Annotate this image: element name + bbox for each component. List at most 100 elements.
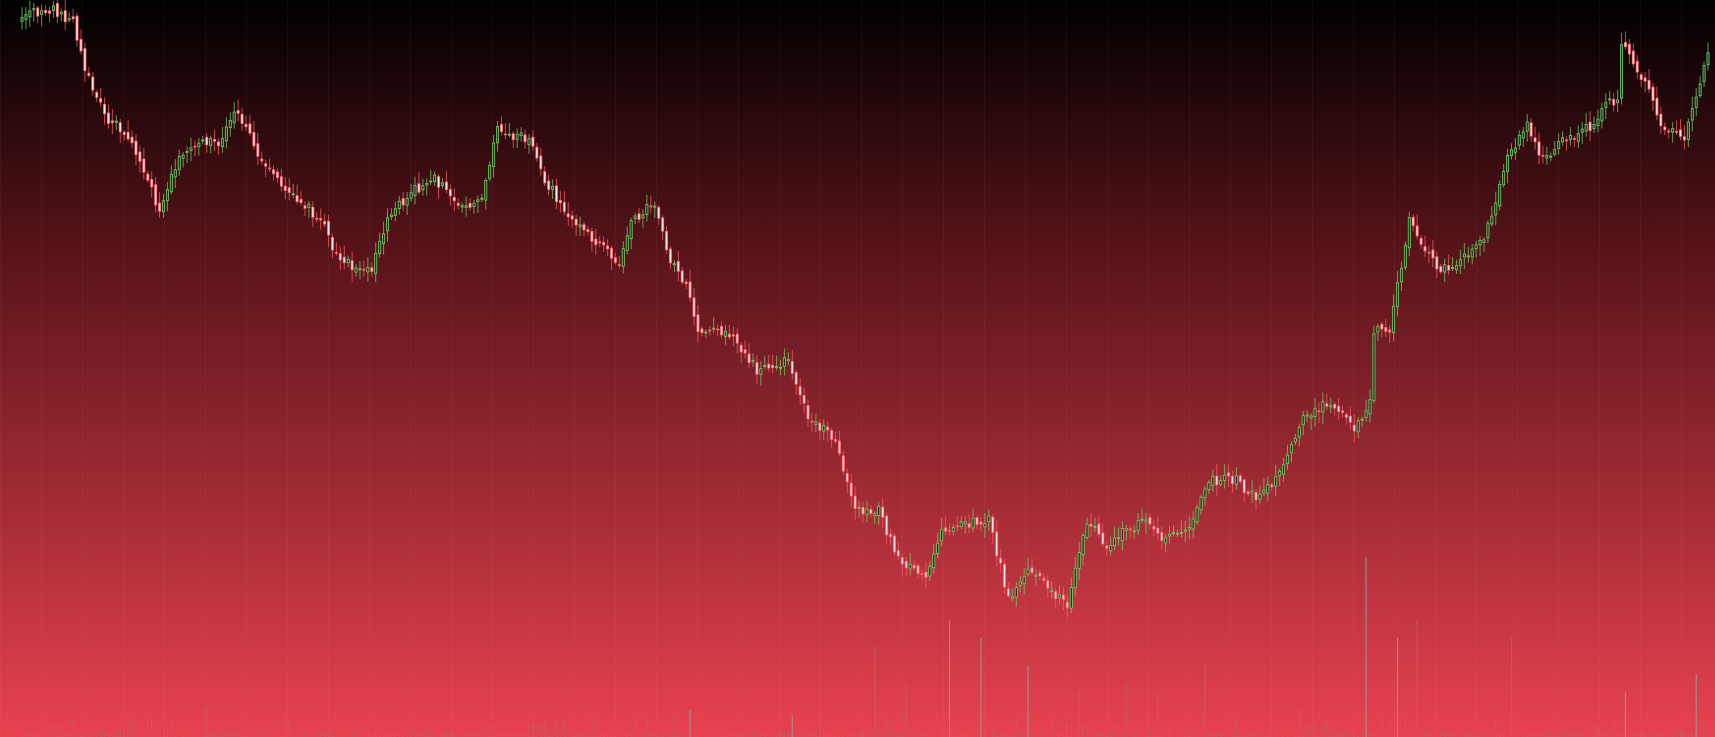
candle [1117, 527, 1120, 546]
candle-body-down [716, 328, 720, 331]
volume-bar [422, 731, 424, 737]
candle [1187, 516, 1191, 540]
candle-body-down [1352, 424, 1356, 432]
volume-bar [1389, 720, 1391, 737]
candle-body-up [386, 217, 389, 232]
price-candles [20, 0, 1710, 618]
candle [1348, 406, 1352, 430]
candle [790, 350, 794, 380]
candle-body-down [1631, 50, 1635, 65]
candle-body-down [1097, 523, 1101, 535]
candle-body-down [810, 420, 814, 423]
candle-body-up [346, 258, 350, 263]
candle [763, 356, 767, 370]
candle-body-up [1580, 128, 1584, 133]
volume-bar [913, 735, 915, 737]
candle [771, 354, 775, 374]
candle [991, 514, 995, 545]
candle-body-down [684, 281, 688, 285]
candle-body-down [637, 213, 641, 220]
candle [786, 352, 790, 366]
candle [951, 524, 955, 536]
volume-bar [897, 731, 900, 737]
candle-body-up [959, 521, 963, 527]
candle-body-up [963, 521, 967, 525]
candle-body-down [1238, 475, 1242, 483]
candle-body-down [444, 181, 448, 191]
candle [551, 179, 555, 199]
candle-body-up [1014, 587, 1018, 598]
candle [1407, 212, 1411, 257]
volume-bar [1593, 723, 1595, 737]
candle [382, 221, 386, 255]
volume-bar [858, 730, 860, 737]
candle [1325, 393, 1329, 410]
volume-bar [1180, 725, 1182, 737]
candle [429, 170, 433, 186]
volume-bar [717, 732, 719, 737]
candle [1317, 402, 1321, 424]
candle [169, 165, 173, 195]
volume-bar [819, 721, 821, 737]
volume-bar [213, 730, 216, 737]
candle [252, 120, 256, 150]
candle [197, 137, 201, 156]
candle [193, 140, 197, 157]
candle [1486, 220, 1490, 243]
volume-bar [127, 718, 129, 737]
volume-bar [68, 732, 70, 737]
volume-bar [1361, 730, 1363, 737]
volume-bar [457, 734, 459, 737]
volume-bar [1471, 733, 1473, 737]
candle-body-down [240, 113, 244, 124]
volume-bar [1683, 730, 1686, 737]
volume-bar [402, 733, 404, 737]
candle [1061, 587, 1065, 611]
volume-bar [677, 733, 679, 737]
candle-body-up [228, 119, 232, 129]
candle-body-down [1054, 591, 1058, 600]
candle [1321, 392, 1325, 424]
candle [110, 109, 114, 135]
candle-body-up [1305, 414, 1309, 417]
volume-bar [1687, 734, 1689, 737]
candle [55, 0, 59, 24]
candle-body-down [967, 523, 971, 528]
candle-body-up [1702, 65, 1706, 83]
candle [1136, 513, 1140, 535]
volume-bar [237, 732, 239, 737]
candle-body-up [712, 327, 716, 330]
candle [389, 208, 393, 221]
candle [240, 107, 244, 131]
volume-bar [779, 729, 782, 737]
volume-bar [1220, 730, 1222, 737]
candle-body-up [460, 205, 464, 208]
candle [527, 134, 531, 154]
volume-bar [493, 735, 495, 737]
volume-bar [520, 733, 522, 737]
candle [1580, 121, 1584, 144]
candle [716, 324, 720, 337]
candle-body-up [1470, 248, 1474, 258]
volume-bar [882, 732, 884, 737]
candle [1160, 526, 1164, 550]
candle [1364, 399, 1368, 422]
volume-bar [1617, 730, 1619, 737]
candle-body-up [1183, 529, 1187, 532]
candle [1089, 513, 1093, 537]
candle [162, 193, 165, 218]
volume-bar [390, 730, 393, 737]
volume-bar [300, 729, 302, 737]
volume-bar [1695, 674, 1697, 737]
candle-body-down [87, 72, 91, 76]
candle [272, 165, 276, 181]
candle [570, 210, 574, 229]
candle-body-up [181, 154, 185, 159]
volume-bar [744, 734, 746, 737]
volume-bar [1314, 726, 1316, 737]
volume-bar [182, 735, 184, 737]
candle-body-down [99, 98, 103, 103]
volume-bar [1251, 731, 1253, 737]
volume-bar [394, 734, 396, 737]
candle-body-up [1356, 420, 1360, 433]
